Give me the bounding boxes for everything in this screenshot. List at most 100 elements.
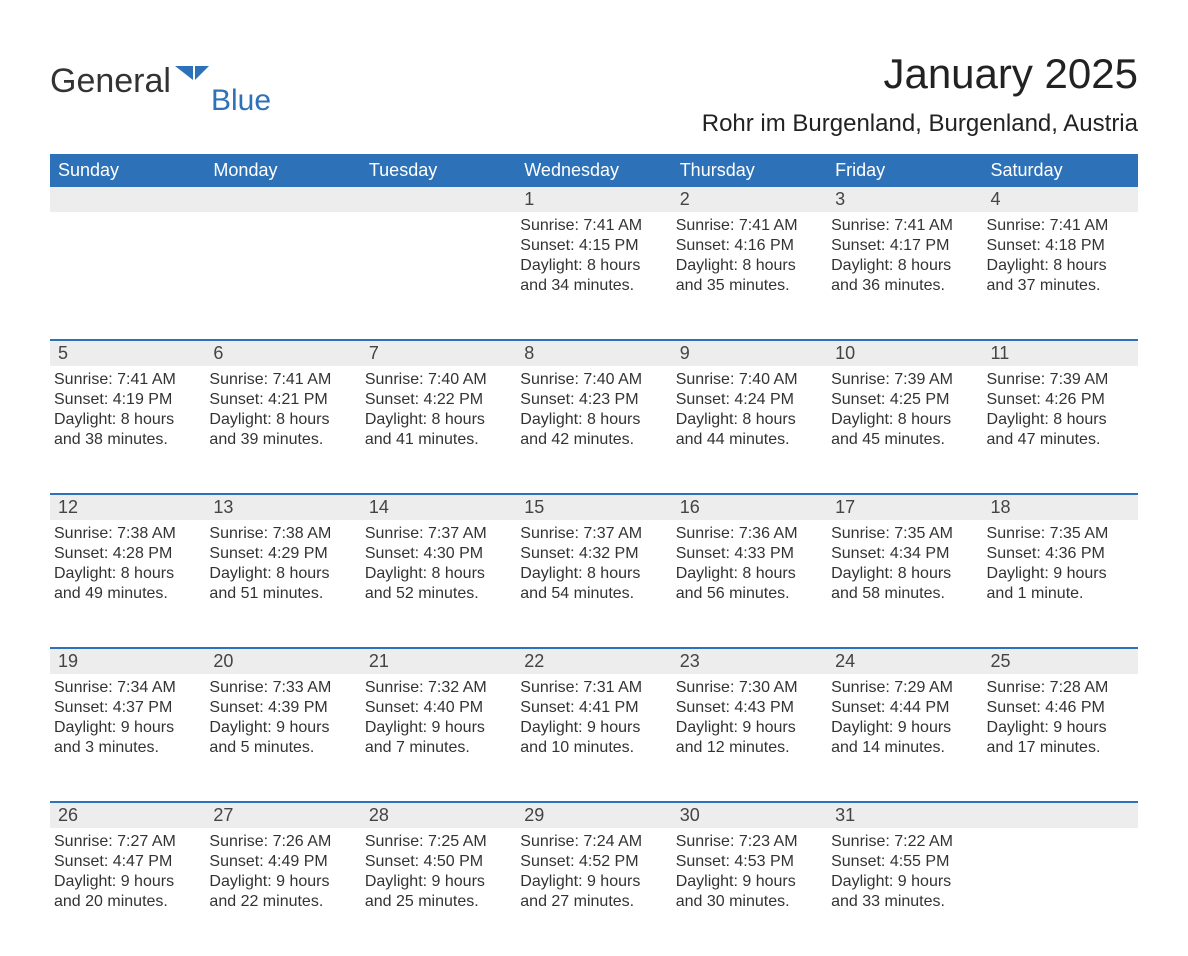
day-cell: Sunrise: 7:31 AMSunset: 4:41 PMDaylight:… [516,674,671,802]
day-cell: Sunrise: 7:37 AMSunset: 4:30 PMDaylight:… [361,520,516,648]
day-cell-body: Sunrise: 7:41 AMSunset: 4:21 PMDaylight:… [205,366,360,458]
sunrise-line: Sunrise: 7:28 AM [987,678,1130,698]
day-cell: Sunrise: 7:40 AMSunset: 4:23 PMDaylight:… [516,366,671,494]
day-number-cell [50,187,205,212]
week-daynum-row: 1234 [50,187,1138,212]
dl1-line: Daylight: 9 hours [831,718,974,738]
week-body-row: Sunrise: 7:41 AMSunset: 4:19 PMDaylight:… [50,366,1138,494]
dl2-line: and 10 minutes. [520,738,663,758]
sunset-line: Sunset: 4:47 PM [54,852,197,872]
dl2-line: and 36 minutes. [831,276,974,296]
day-cell: Sunrise: 7:41 AMSunset: 4:16 PMDaylight:… [672,212,827,340]
day-cell-body: Sunrise: 7:35 AMSunset: 4:36 PMDaylight:… [983,520,1138,612]
day-cell-body: Sunrise: 7:38 AMSunset: 4:28 PMDaylight:… [50,520,205,612]
sunrise-line: Sunrise: 7:40 AM [676,370,819,390]
sunrise-line: Sunrise: 7:41 AM [987,216,1130,236]
dl1-line: Daylight: 8 hours [676,256,819,276]
sunrise-line: Sunrise: 7:39 AM [987,370,1130,390]
dl2-line: and 51 minutes. [209,584,352,604]
day-number-cell: 25 [983,648,1138,674]
day-cell: Sunrise: 7:35 AMSunset: 4:36 PMDaylight:… [983,520,1138,648]
day-cell-body: Sunrise: 7:40 AMSunset: 4:23 PMDaylight:… [516,366,671,458]
sunset-line: Sunset: 4:36 PM [987,544,1130,564]
day-number-cell: 17 [827,494,982,520]
dl2-line: and 56 minutes. [676,584,819,604]
dl2-line: and 20 minutes. [54,892,197,912]
day-number-cell [205,187,360,212]
day-number-cell: 2 [672,187,827,212]
week-body-row: Sunrise: 7:38 AMSunset: 4:28 PMDaylight:… [50,520,1138,648]
day-number-cell: 28 [361,802,516,828]
weekday-header-row: Sunday Monday Tuesday Wednesday Thursday… [50,154,1138,187]
day-number-cell: 5 [50,340,205,366]
day-cell: Sunrise: 7:27 AMSunset: 4:47 PMDaylight:… [50,828,205,956]
weekday-header: Thursday [672,154,827,187]
month-title: January 2025 [702,50,1138,98]
sunrise-line: Sunrise: 7:31 AM [520,678,663,698]
sunset-line: Sunset: 4:41 PM [520,698,663,718]
sunset-line: Sunset: 4:16 PM [676,236,819,256]
day-cell-body: Sunrise: 7:26 AMSunset: 4:49 PMDaylight:… [205,828,360,920]
sunrise-line: Sunrise: 7:37 AM [520,524,663,544]
dl1-line: Daylight: 8 hours [831,256,974,276]
sunset-line: Sunset: 4:53 PM [676,852,819,872]
dl1-line: Daylight: 8 hours [365,564,508,584]
day-cell: Sunrise: 7:30 AMSunset: 4:43 PMDaylight:… [672,674,827,802]
dl2-line: and 42 minutes. [520,430,663,450]
day-cell-body: Sunrise: 7:23 AMSunset: 4:53 PMDaylight:… [672,828,827,920]
day-number-cell: 21 [361,648,516,674]
day-cell: Sunrise: 7:41 AMSunset: 4:19 PMDaylight:… [50,366,205,494]
dl1-line: Daylight: 9 hours [676,872,819,892]
sunset-line: Sunset: 4:40 PM [365,698,508,718]
dl2-line: and 35 minutes. [676,276,819,296]
week-body-row: Sunrise: 7:34 AMSunset: 4:37 PM Daylight:… [50,674,1138,802]
logo: General Blue [50,50,271,101]
sunrise-line: Sunrise: 7:35 AM [987,524,1130,544]
day-number-cell: 22 [516,648,671,674]
day-cell: Sunrise: 7:35 AMSunset: 4:34 PMDaylight:… [827,520,982,648]
dl2-line: and 17 minutes. [987,738,1130,758]
dl2-line: and 37 minutes. [987,276,1130,296]
day-cell: Sunrise: 7:33 AMSunset: 4:39 PMDaylight:… [205,674,360,802]
dl2-line: and 34 minutes. [520,276,663,296]
day-cell: Sunrise: 7:24 AMSunset: 4:52 PMDaylight:… [516,828,671,956]
sunset-line: Sunset: 4:43 PM [676,698,819,718]
day-number-cell: 20 [205,648,360,674]
sunset-line: Sunset: 4:52 PM [520,852,663,872]
sunrise-line: Sunrise: 7:30 AM [676,678,819,698]
sunrise-line: Sunrise: 7:39 AM [831,370,974,390]
day-cell: Sunrise: 7:26 AMSunset: 4:49 PMDaylight:… [205,828,360,956]
day-number-cell: 24 [827,648,982,674]
day-cell-body: Sunrise: 7:27 AMSunset: 4:47 PMDaylight:… [50,828,205,920]
calendar-table: Sunday Monday Tuesday Wednesday Thursday… [50,154,1138,956]
dl2-line: and 5 minutes. [209,738,352,758]
day-number-cell: 7 [361,340,516,366]
weekday-header: Wednesday [516,154,671,187]
day-cell-body: Sunrise: 7:32 AMSunset: 4:40 PMDaylight:… [361,674,516,766]
day-cell-body: Sunrise: 7:40 AMSunset: 4:22 PMDaylight:… [361,366,516,458]
dl2-line: and 22 minutes. [209,892,352,912]
dl2-line: and 27 minutes. [520,892,663,912]
day-cell [50,212,205,340]
sunset-line: Sunset: 4:32 PM [520,544,663,564]
day-cell-body: Sunrise: 7:40 AMSunset: 4:24 PMDaylight:… [672,366,827,458]
sunset-line: Sunset: 4:55 PM [831,852,974,872]
day-cell: Sunrise: 7:32 AMSunset: 4:40 PMDaylight:… [361,674,516,802]
day-number-cell [361,187,516,212]
dl1-line: Daylight: 8 hours [365,410,508,430]
dl1-line: Daylight: 8 hours [209,564,352,584]
day-number-cell: 18 [983,494,1138,520]
sunset-line: Sunset: 4:37 PM [54,698,197,718]
dl1-line: Daylight: 9 hours [209,718,352,738]
dl2-line: and 39 minutes. [209,430,352,450]
day-cell: Sunrise: 7:39 AMSunset: 4:25 PMDaylight:… [827,366,982,494]
sunset-line: Sunset: 4:26 PM [987,390,1130,410]
title-block: January 2025 Rohr im Burgenland, Burgenl… [702,50,1138,138]
sunrise-line: Sunrise: 7:24 AM [520,832,663,852]
day-cell: Sunrise: 7:25 AMSunset: 4:50 PMDaylight:… [361,828,516,956]
sunrise-line: Sunrise: 7:37 AM [365,524,508,544]
dl1-line: Daylight: 8 hours [987,256,1130,276]
sunrise-line: Sunrise: 7:34 AM [54,678,197,698]
day-number-cell: 27 [205,802,360,828]
day-number-cell: 3 [827,187,982,212]
